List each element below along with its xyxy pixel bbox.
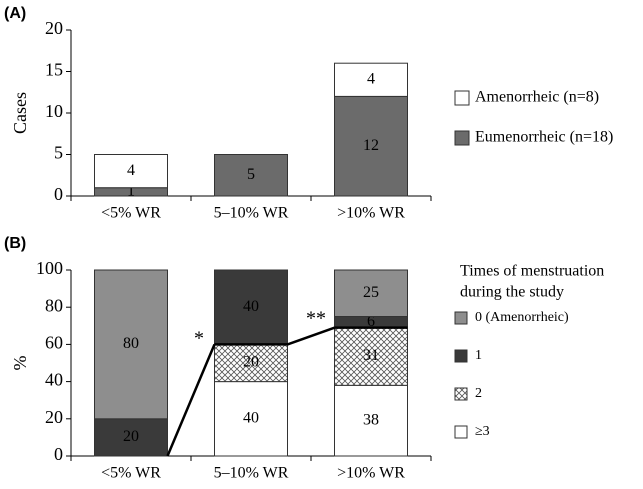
legend-swatch: [454, 90, 470, 106]
legend-label: 1: [475, 348, 482, 363]
y-tick-label: 80: [45, 295, 63, 315]
bar-segment: [334, 269, 408, 317]
value-label: 20: [243, 354, 259, 371]
y-tick-label: 20: [45, 18, 63, 38]
legend-label: 0 (Amenorrheic): [475, 310, 569, 325]
legend-label: Eumenorrheic (n=18): [475, 129, 613, 146]
value-label: 40: [243, 298, 259, 315]
x-tick-label: <5% WR: [101, 465, 161, 482]
bar-segment: [94, 418, 168, 457]
y-tick-label: 0: [54, 184, 63, 204]
value-label: 40: [243, 409, 259, 426]
significance-mark: *: [194, 328, 204, 350]
bar-segment: [214, 269, 288, 345]
value-label: 4: [367, 70, 375, 87]
legend-swatch: [454, 311, 468, 325]
y-tick-label: 20: [45, 407, 63, 427]
x-tick-label: 5–10% WR: [214, 465, 289, 482]
bar-segment: [334, 327, 408, 386]
trend-line: [166, 343, 216, 457]
y-tick-label: 40: [45, 370, 63, 390]
value-label: 12: [363, 137, 379, 154]
y-tick-label: 100: [36, 258, 63, 278]
bar-segment: [334, 62, 408, 97]
x-tick-label: >10% WR: [337, 465, 405, 482]
value-label: 31: [363, 347, 379, 364]
legend-label: Amenorrheic (n=8): [475, 89, 599, 106]
bar-segment: [214, 381, 288, 457]
y-tick-label: 0: [54, 444, 63, 464]
trend-line: [287, 326, 335, 346]
panel-label: (A): [4, 5, 26, 22]
legend-swatch: [454, 130, 470, 146]
bar-segment: [214, 154, 288, 197]
value-label: 4: [127, 162, 135, 179]
bar-segment: [94, 154, 168, 189]
legend-title: Times of menstruation: [460, 263, 604, 280]
bar-segment: [334, 95, 408, 197]
y-axis-label: Cases: [10, 92, 30, 134]
legend-label: ≥3: [475, 424, 490, 439]
x-tick-label: >10% WR: [337, 205, 405, 222]
legend-swatch: [454, 387, 468, 401]
y-tick-label: 15: [45, 60, 63, 80]
value-label: 38: [363, 411, 379, 428]
legend-swatch: [454, 349, 468, 363]
y-tick-label: 10: [45, 101, 63, 121]
value-label: 25: [363, 284, 379, 301]
bar-segment: [94, 269, 168, 420]
significance-mark: **: [306, 308, 326, 330]
bar-segment: [334, 384, 408, 457]
x-tick-label: 5–10% WR: [214, 205, 289, 222]
y-axis-label: %: [10, 356, 30, 371]
legend-swatch: [454, 425, 468, 439]
value-label: 6: [367, 313, 375, 330]
value-label: 1: [127, 183, 135, 200]
legend-label: 2: [475, 386, 482, 401]
legend-title: during the study: [460, 284, 564, 301]
panel-label: (B): [4, 235, 26, 252]
value-label: 80: [123, 335, 139, 352]
bar-segment: [214, 343, 288, 383]
y-tick-label: 5: [54, 143, 63, 163]
value-label: 5: [247, 166, 255, 183]
x-tick-label: <5% WR: [101, 205, 161, 222]
value-label: 20: [123, 428, 139, 445]
y-tick-label: 60: [45, 333, 63, 353]
